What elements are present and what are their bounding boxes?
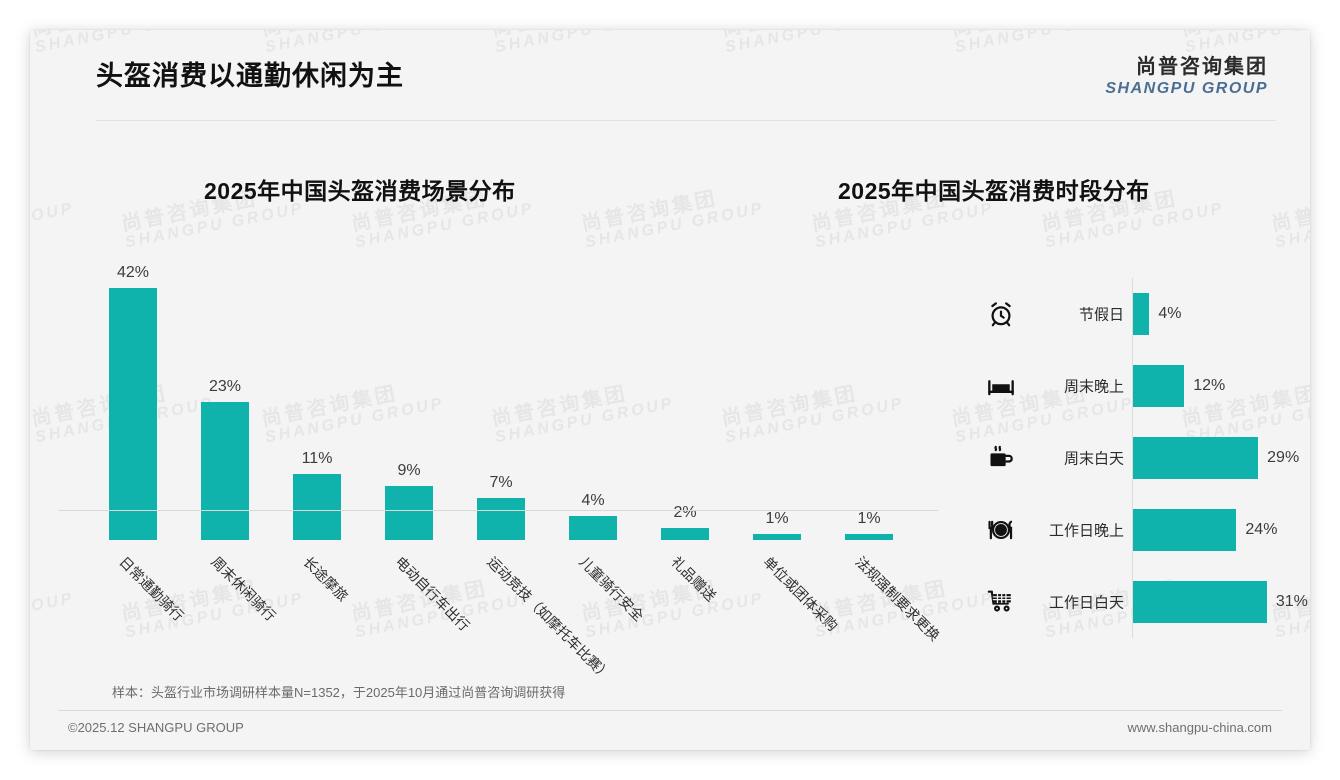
column-value-label: 1% <box>857 510 881 527</box>
horizontal-bar[interactable] <box>1132 581 1267 623</box>
right-chart-axis <box>1132 278 1133 638</box>
column-bar[interactable] <box>385 486 433 540</box>
column-bar[interactable] <box>201 402 249 540</box>
column-bar[interactable] <box>293 474 341 540</box>
column-category-label: 电动自行车出行 <box>392 553 473 635</box>
slide-header: 头盔消费以通勤休闲为主 尚普咨询集团 SHANGPU GROUP <box>30 30 1310 120</box>
column-value-label: 11% <box>301 450 333 467</box>
website-link[interactable]: www.shangpu-china.com <box>1127 720 1272 735</box>
column-category-label: 周末休闲骑行 <box>208 553 279 625</box>
column-group: 9% 电动自行车出行 <box>366 240 473 634</box>
column-group: 1% 单位或团体采购 <box>734 240 841 634</box>
column-category-label: 礼品赠送 <box>668 553 720 605</box>
left-chart-baseline <box>58 510 938 511</box>
bar-category-label: 周末白天 <box>1063 450 1124 468</box>
column-bar[interactable] <box>845 534 893 540</box>
copyright-text: ©2025.12 SHANGPU GROUP <box>68 720 244 735</box>
column-bar[interactable] <box>753 534 801 540</box>
column-group: 2% 礼品赠送 <box>642 240 728 604</box>
column-bar[interactable] <box>477 498 525 540</box>
column-category-label: 单位或团体采购 <box>760 553 841 635</box>
page-title: 头盔消费以通勤休闲为主 <box>96 61 404 91</box>
scenario-distribution-chart: 42% 日常通勤骑行 23% 周末休闲骑行 11% 长途摩旅 9% 电动自行车出行 7% 运动竞技… <box>70 240 950 684</box>
column-bar[interactable] <box>569 516 617 540</box>
header-divider <box>96 120 1276 121</box>
column-group: 7% 运动竞技（如摩托车比赛） <box>458 240 614 684</box>
bar-category-label: 节假日 <box>1078 306 1124 324</box>
bed-icon <box>986 371 1016 401</box>
alarm-clock-icon <box>986 299 1016 329</box>
right-chart-title: 2025年中国头盔消费时段分布 <box>838 178 1150 204</box>
bar-row: 周末晚上 12% <box>960 350 1280 422</box>
shopping-cart-icon <box>986 587 1016 617</box>
horizontal-bar[interactable] <box>1132 293 1150 335</box>
column-value-label: 9% <box>397 462 421 479</box>
bar-value-label: 29% <box>1267 449 1300 466</box>
dining-icon <box>986 515 1016 545</box>
horizontal-bar[interactable] <box>1132 437 1259 479</box>
column-category-label: 儿童骑行安全 <box>576 553 647 625</box>
bar-value-label: 31% <box>1275 593 1308 610</box>
bar-row: 工作日晚上 24% <box>960 494 1280 566</box>
column-value-label: 42% <box>116 264 150 281</box>
left-chart-title: 2025年中国头盔消费场景分布 <box>204 178 516 204</box>
column-group: 42% 日常通勤骑行 <box>90 240 187 624</box>
column-category-label: 日常通勤骑行 <box>116 553 187 625</box>
timeslot-distribution-chart: 节假日 4% 周末晚上 12% 周末白天 29% 工作日晚上 24% 工作日白天 31% <box>960 278 1308 638</box>
column-group: 23% 周末休闲骑行 <box>182 240 279 624</box>
column-group: 11% 长途摩旅 <box>274 240 360 604</box>
column-category-label: 长途摩旅 <box>300 553 352 605</box>
brand-logo: 尚普咨询集团 SHANGPU GROUP <box>1105 56 1268 98</box>
bar-category-label: 工作日白天 <box>1048 594 1124 612</box>
column-group: 4% 儿童骑行安全 <box>550 240 647 624</box>
bar-row: 节假日 4% <box>960 278 1280 350</box>
column-value-label: 4% <box>581 492 605 509</box>
bar-category-label: 周末晚上 <box>1063 378 1124 396</box>
coffee-cup-icon <box>986 443 1016 473</box>
bar-value-label: 12% <box>1193 377 1226 394</box>
column-value-label: 23% <box>208 378 242 395</box>
bar-category-label: 工作日晚上 <box>1048 522 1124 540</box>
horizontal-bar[interactable] <box>1132 509 1237 551</box>
column-value-label: 1% <box>765 510 789 527</box>
column-value-label: 7% <box>489 474 513 491</box>
column-bar[interactable] <box>109 288 157 540</box>
logo-chinese-text: 尚普咨询集团 <box>1136 56 1268 78</box>
column-group: 1% 法规强制要求更换 <box>826 240 943 644</box>
horizontal-bar[interactable] <box>1132 365 1185 407</box>
column-category-label: 法规强制要求更换 <box>852 553 943 644</box>
column-value-label: 2% <box>673 504 697 521</box>
bar-row: 工作日白天 31% <box>960 566 1308 638</box>
footer-divider <box>58 710 1282 711</box>
bar-value-label: 24% <box>1245 521 1278 538</box>
sample-footnote: 样本：头盔行业市场调研样本量N=1352，于2025年10月通过尚普咨询调研获得 <box>112 685 566 700</box>
bar-value-label: 4% <box>1158 305 1182 322</box>
logo-english-text: SHANGPU GROUP <box>1105 80 1268 97</box>
bar-row: 周末白天 29% <box>960 422 1299 494</box>
column-bar[interactable] <box>661 528 709 540</box>
